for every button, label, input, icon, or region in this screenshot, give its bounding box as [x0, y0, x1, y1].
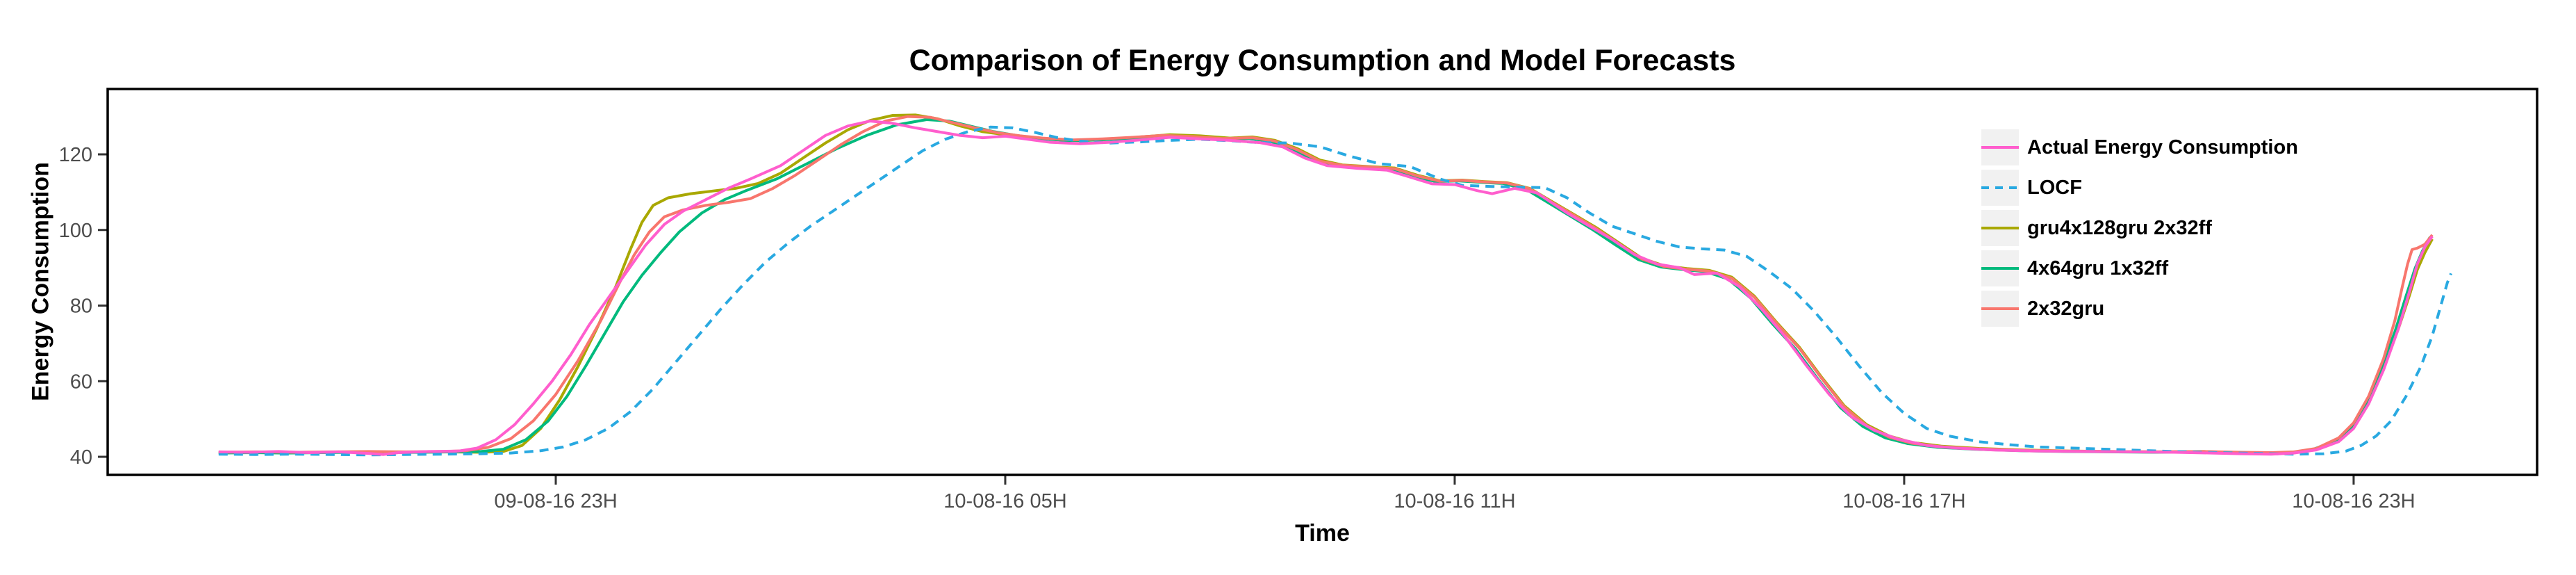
legend-label: 2x32gru: [2027, 297, 2105, 320]
legend-key-line-actual: [1981, 146, 2019, 149]
legend-label: gru4x128gru 2x32ff: [2027, 216, 2212, 239]
y-tick-label: 40: [70, 446, 92, 469]
legend-item: LOCF: [1981, 170, 2298, 206]
legend-key-line-gru4x128: [1981, 227, 2019, 229]
x-tick-label: 10-08-16 11H: [1394, 490, 1515, 512]
x-tick-label: 09-08-16 23H: [494, 490, 617, 512]
x-tick-label: 10-08-16 17H: [1842, 490, 1965, 512]
axis-ticks-layer: 09-08-16 23H 10-08-16 05H 10-08-16 11H 10-0…: [59, 144, 2416, 512]
legend-item: Actual Energy Consumption: [1981, 129, 2298, 165]
y-tick-label: 120: [59, 144, 92, 166]
x-axis-title: Time: [1295, 520, 1350, 546]
x-tick-label: 10-08-16 05H: [943, 490, 1066, 512]
legend-item: gru4x128gru 2x32ff: [1981, 210, 2298, 246]
legend-label: LOCF: [2027, 176, 2082, 199]
series-line-actual-energy-consumption: [218, 120, 2434, 456]
legend-label: 4x64gru 1x32ff: [2027, 257, 2169, 280]
legend-key-box: [1981, 170, 2019, 206]
chart-title: Comparison of Energy Consumption and Mod…: [909, 44, 1736, 77]
legend-key-line-2x32: [1981, 307, 2019, 310]
legend-item: 4x64gru 1x32ff: [1981, 250, 2298, 286]
y-tick-label: 100: [59, 220, 92, 242]
legend-key-box: [1981, 291, 2019, 327]
legend-key-box: [1981, 129, 2019, 165]
y-tick-label: 60: [70, 371, 92, 393]
panel-border: [106, 88, 2538, 476]
legend-key-line-locf: [1981, 186, 2019, 189]
series-lines-layer: [218, 113, 2452, 457]
legend-label: Actual Energy Consumption: [2027, 136, 2298, 159]
legend-key-line-4x64: [1981, 267, 2019, 270]
legend-key-box: [1981, 210, 2019, 246]
x-tick-label: 10-08-16 23H: [2292, 490, 2415, 512]
legend: Actual Energy Consumption LOCF gru4x128g…: [1981, 129, 2298, 327]
legend-item: 2x32gru: [1981, 291, 2298, 327]
legend-key-box: [1981, 250, 2019, 286]
y-tick-label: 80: [70, 295, 92, 318]
